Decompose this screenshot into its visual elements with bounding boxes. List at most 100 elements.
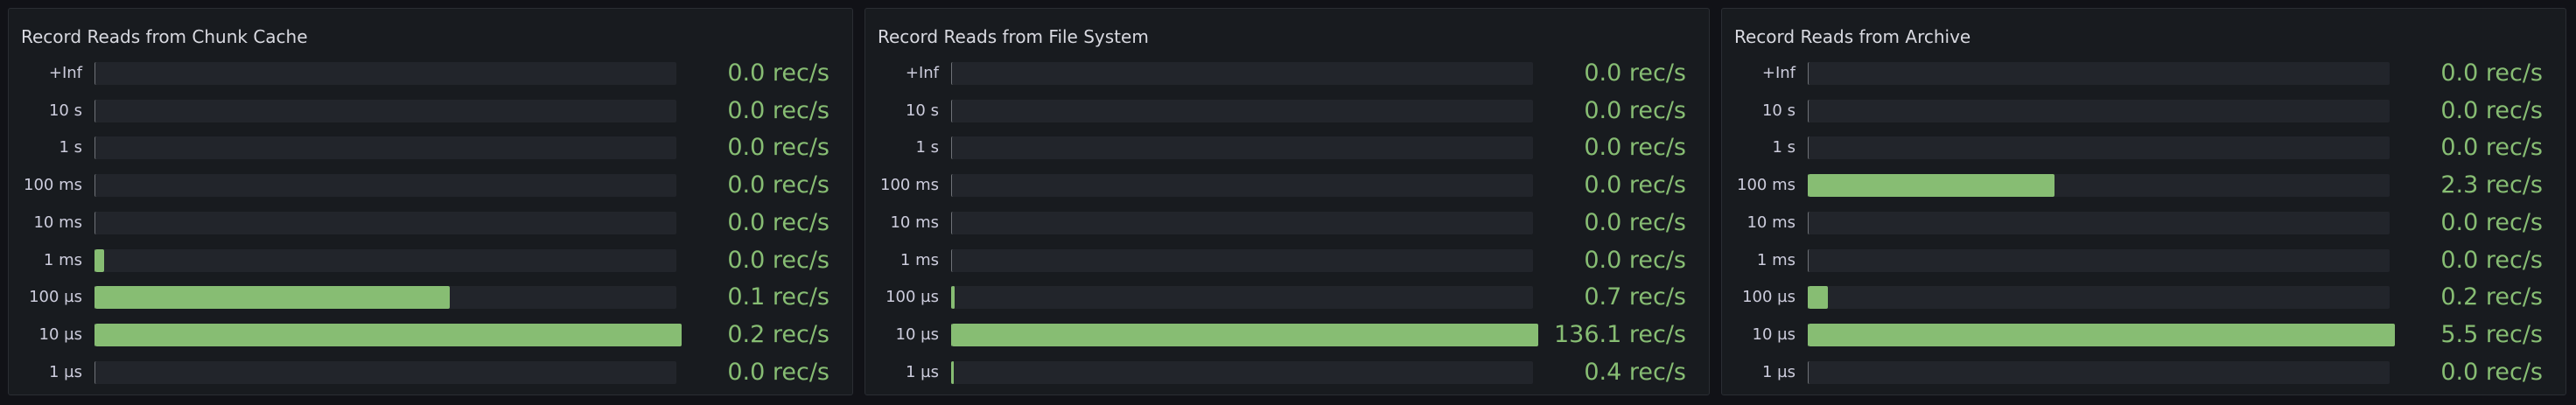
bar-row: 1 µs 0.0 rec/s <box>1722 358 2566 386</box>
bar-value-label: 0.0 rec/s <box>727 358 830 386</box>
bar-value-label: 0.7 rec/s <box>1584 283 1686 311</box>
bar-row: 1 s 0.0 rec/s <box>865 134 1709 162</box>
bar-track <box>1808 99 2390 122</box>
bar-track <box>1808 360 2390 384</box>
bucket-label: 10 µs <box>1752 325 1796 344</box>
bar-value-label: 0.2 rec/s <box>727 320 830 348</box>
bucket-label: 100 µs <box>1742 288 1796 307</box>
bar-track <box>1808 174 2390 198</box>
bucket-label: +Inf <box>1761 64 1796 82</box>
bar-row: 1 s 0.0 rec/s <box>9 134 852 162</box>
bar-track <box>94 136 676 160</box>
bar-row: 10 s 0.0 rec/s <box>865 96 1709 124</box>
bar <box>1809 174 2055 198</box>
bar-row: 1 µs 0.0 rec/s <box>9 358 852 386</box>
bar-row: +Inf 0.0 rec/s <box>865 59 1709 87</box>
bar-row: 10 µs 5.5 rec/s <box>1722 320 2566 348</box>
bar-track <box>951 99 1533 122</box>
bar-track <box>951 248 1533 272</box>
bucket-label: 100 ms <box>1737 176 1796 195</box>
bucket-label: 100 µs <box>29 288 82 307</box>
bar-value-label: 0.0 rec/s <box>1584 208 1686 236</box>
bar-row: 1 ms 0.0 rec/s <box>1722 246 2566 274</box>
bar-track <box>1808 248 2390 272</box>
bar-track <box>94 99 676 122</box>
bar-track <box>951 323 1538 346</box>
bar-track <box>951 360 1533 384</box>
bar-row: +Inf 0.0 rec/s <box>9 59 852 87</box>
bucket-label: 10 µs <box>895 325 939 344</box>
bar-track <box>94 211 676 234</box>
bar-row: 100 ms 0.0 rec/s <box>9 171 852 199</box>
bar-track <box>1808 62 2390 85</box>
bar-track <box>951 136 1533 160</box>
bar-value-label: 0.0 rec/s <box>727 246 830 274</box>
bar-row: 10 s 0.0 rec/s <box>1722 96 2566 124</box>
bar-track <box>951 286 1533 310</box>
bar-gauge-panel: Record Reads from File System +Inf 0.0 rec… <box>864 8 1710 395</box>
bar-row: 100 ms 0.0 rec/s <box>865 171 1709 199</box>
bar-value-label: 2.3 rec/s <box>2440 171 2543 199</box>
bar-value-label: 0.1 rec/s <box>727 283 830 311</box>
bar-row: 10 s 0.0 rec/s <box>9 96 852 124</box>
bucket-label: 100 ms <box>24 176 82 195</box>
bar <box>952 360 954 384</box>
bar-value-label: 0.0 rec/s <box>1584 59 1686 87</box>
panel-title[interactable]: Record Reads from File System <box>878 26 1149 47</box>
bar-value-label: 5.5 rec/s <box>2440 320 2543 348</box>
bar-track <box>1808 211 2390 234</box>
bar-value-label: 0.0 rec/s <box>2440 96 2543 124</box>
bar <box>952 323 1538 346</box>
bucket-label: 100 ms <box>880 176 939 195</box>
bucket-label: 10 s <box>48 101 82 120</box>
bar-track <box>94 248 676 272</box>
bar-value-label: 0.0 rec/s <box>1584 246 1686 274</box>
bar-value-label: 0.0 rec/s <box>727 59 830 87</box>
bar-row: 10 ms 0.0 rec/s <box>865 208 1709 236</box>
panel-title[interactable]: Record Reads from Chunk Cache <box>21 26 308 47</box>
bucket-label: +Inf <box>905 64 939 82</box>
bar-track <box>94 174 676 198</box>
bar-value-label: 0.0 rec/s <box>2440 59 2543 87</box>
bar-row: 10 µs 0.2 rec/s <box>9 320 852 348</box>
bar-value-label: 0.0 rec/s <box>2440 358 2543 386</box>
bar-value-label: 136.1 rec/s <box>1553 320 1686 348</box>
bar-row: 10 ms 0.0 rec/s <box>1722 209 2566 236</box>
bar-value-label: 0.2 rec/s <box>2440 283 2543 311</box>
bar-row: 1 µs 0.4 rec/s <box>865 358 1709 386</box>
bar-row: 100 µs 0.7 rec/s <box>865 283 1709 311</box>
bucket-label: 1 ms <box>900 250 939 269</box>
bar-value-label: 0.0 rec/s <box>1584 96 1686 124</box>
bar-value-label: 0.0 rec/s <box>1584 171 1686 199</box>
bucket-label: 1 s <box>915 138 939 157</box>
bar-row: 100 µs 0.1 rec/s <box>9 283 852 311</box>
bucket-label: 1 µs <box>905 362 939 381</box>
bar-row: 1 s 0.0 rec/s <box>1722 134 2566 161</box>
bucket-label: 1 µs <box>1761 362 1796 381</box>
bar-row: +Inf 0.0 rec/s <box>1722 59 2566 87</box>
bucket-label: 10 ms <box>33 213 82 232</box>
bucket-label: +Inf <box>48 64 82 82</box>
bar-value-label: 0.0 rec/s <box>727 171 830 199</box>
bar <box>1809 323 2395 346</box>
bucket-label: 1 µs <box>48 362 82 381</box>
bar-track <box>1808 286 2390 310</box>
bar-value-label: 0.0 rec/s <box>727 96 830 124</box>
bucket-label: 1 s <box>1772 138 1796 157</box>
bar-value-label: 0.0 rec/s <box>2440 246 2543 274</box>
bucket-label: 10 ms <box>1746 213 1796 232</box>
bar-gauge-panel: Record Reads from Chunk Cache +Inf 0.0 rec… <box>8 8 853 395</box>
bar-track <box>1808 323 2395 346</box>
bar-track <box>94 286 676 310</box>
panel-title[interactable]: Record Reads from Archive <box>1734 26 1971 47</box>
bar-track <box>94 62 676 85</box>
bucket-label: 10 s <box>905 101 939 120</box>
bar-row: 100 µs 0.2 rec/s <box>1722 283 2566 311</box>
bar <box>95 286 451 310</box>
bar-value-label: 0.0 rec/s <box>727 208 830 236</box>
bar-value-label: 0.0 rec/s <box>727 134 830 162</box>
bar-value-label: 0.4 rec/s <box>1584 358 1686 386</box>
bar-value-label: 0.0 rec/s <box>1584 134 1686 162</box>
bar <box>95 323 682 346</box>
bucket-label: 1 s <box>59 138 82 157</box>
